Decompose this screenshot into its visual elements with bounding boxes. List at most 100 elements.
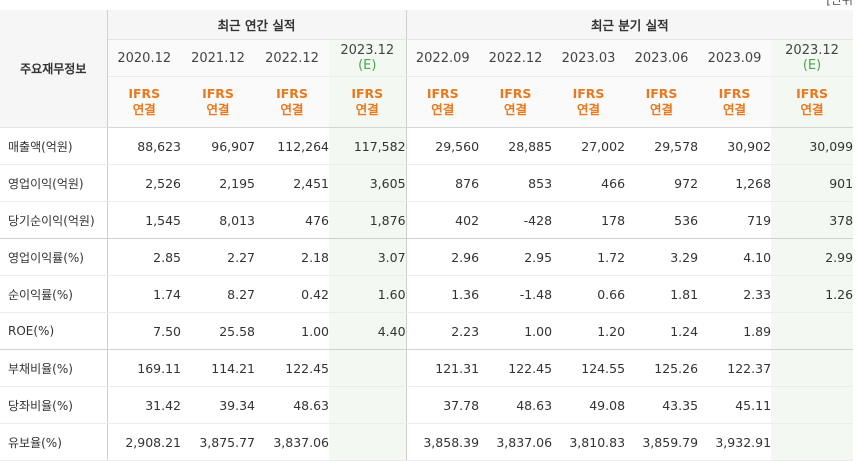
- table-cell: 719: [698, 201, 772, 239]
- table-cell: 30,099: [771, 127, 854, 165]
- table-cell: 1.20: [552, 312, 626, 350]
- table-cell: 476: [255, 201, 329, 239]
- accounting-standard: IFRS 연결: [625, 76, 699, 128]
- row-label: 순이익률(%): [0, 275, 108, 313]
- table-cell: 4.10: [698, 238, 772, 276]
- accounting-standard: IFRS 연결: [329, 76, 407, 128]
- standard-ifrs: IFRS: [276, 86, 308, 101]
- corner-label: 주요재무정보: [0, 10, 108, 128]
- table-cell: 2.27: [181, 238, 255, 276]
- row-label: 당좌비율(%): [0, 386, 108, 424]
- period-date-text: 2020.12: [117, 50, 172, 66]
- row-label: 매출액(억원): [0, 127, 108, 165]
- period-date-text: 2023.12: [340, 43, 395, 58]
- table-cell: [329, 423, 407, 461]
- table-cell: 43.35: [625, 386, 699, 424]
- table-cell: 1,876: [329, 201, 407, 239]
- row-label: 영업이익률(%): [0, 238, 108, 276]
- standard-consolidated: 연결: [504, 102, 528, 117]
- period-date-text: 2022.12: [488, 50, 543, 66]
- period-date: 2022.12: [479, 39, 553, 77]
- period-date-text: 2023.09: [707, 50, 762, 66]
- table-cell: 402: [406, 201, 480, 239]
- table-cell: 1.00: [479, 312, 553, 350]
- standard-consolidated: 연결: [800, 102, 824, 117]
- row-label: 당기순이익(억원): [0, 201, 108, 239]
- period-date: 2022.12: [255, 39, 329, 77]
- standard-ifrs: IFRS: [572, 86, 605, 101]
- table-cell: [771, 312, 854, 350]
- table-cell: 2.18: [255, 238, 329, 276]
- table-cell: 30,902: [698, 127, 772, 165]
- period-date: 2023.12 (E): [771, 39, 854, 77]
- table-cell: 4.40: [329, 312, 407, 350]
- table-cell: 125.26: [625, 349, 699, 387]
- table-cell: 39.34: [181, 386, 255, 424]
- financial-summary-table: 주요재무정보 최근 연간 실적 최근 분기 실적 2020.12 2021.12 2…: [0, 10, 854, 461]
- table-cell: 2,908.21: [107, 423, 181, 461]
- period-date: 2021.12: [181, 39, 255, 77]
- row-label: ROE(%): [0, 312, 108, 350]
- period-date: 2023.09: [698, 39, 772, 77]
- period-date-text: 2023.06: [634, 50, 689, 66]
- table-cell: 121.31: [406, 349, 480, 387]
- table-cell: 37.78: [406, 386, 480, 424]
- table-cell: 114.21: [181, 349, 255, 387]
- accounting-standard: IFRS 연결: [479, 76, 553, 128]
- standard-consolidated: 연결: [355, 102, 379, 117]
- table-cell: -428: [479, 201, 553, 239]
- table-cell: 48.63: [255, 386, 329, 424]
- table-cell: [771, 423, 854, 461]
- period-date: 2020.12: [107, 39, 181, 77]
- standard-ifrs: IFRS: [351, 86, 384, 101]
- table-cell: 122.37: [698, 349, 772, 387]
- standard-ifrs: IFRS: [645, 86, 678, 101]
- table-row: 당좌비율(%) 31.42 39.34 48.63 37.78 48.63 49.08 43.…: [0, 386, 854, 424]
- standard-ifrs: IFRS: [426, 86, 459, 101]
- table-cell: 2.96: [406, 238, 480, 276]
- table-cell: 1.72: [552, 238, 626, 276]
- accounting-standard: IFRS 연결: [255, 76, 329, 128]
- table-row: 당기순이익(억원) 1,545 8,013 476 1,876 402 -428 178 536…: [0, 201, 854, 239]
- standard-consolidated: 연결: [723, 102, 747, 117]
- table-cell: 124.55: [552, 349, 626, 387]
- table-cell: [771, 386, 854, 424]
- group-annual: 최근 연간 실적: [107, 10, 407, 40]
- standard-ifrs: IFRS: [796, 86, 828, 101]
- table-cell: 49.08: [552, 386, 626, 424]
- period-date: 2023.12 (E): [329, 39, 407, 77]
- table-cell: 169.11: [107, 349, 181, 387]
- period-date: 2023.03: [552, 39, 626, 77]
- standard-ifrs: IFRS: [499, 86, 532, 101]
- unit-note: [단위: [826, 0, 853, 7]
- table-cell: 2.95: [479, 238, 553, 276]
- table-cell: 29,560: [406, 127, 480, 165]
- table-row: 영업이익(억원) 2,526 2,195 2,451 3,605 876 853 466 972…: [0, 164, 854, 202]
- standard-consolidated: 연결: [280, 102, 304, 117]
- table-cell: 1.26: [771, 275, 854, 313]
- standard-consolidated: 연결: [206, 102, 230, 117]
- table-cell: 1.81: [625, 275, 699, 313]
- period-date: 2022.09: [406, 39, 480, 77]
- accounting-standard: IFRS 연결: [771, 76, 854, 128]
- table-cell: [771, 349, 854, 387]
- table-cell: 3,932.91: [698, 423, 772, 461]
- table-cell: 2,526: [107, 164, 181, 202]
- table-cell: 2.85: [107, 238, 181, 276]
- table-cell: 45.11: [698, 386, 772, 424]
- table-cell: [329, 349, 407, 387]
- standard-consolidated: 연결: [132, 102, 156, 117]
- table-cell: 3,810.83: [552, 423, 626, 461]
- standard-consolidated: 연결: [431, 102, 455, 117]
- table-row: ROE(%) 7.50 25.58 1.00 4.40 2.23 1.00 1.20 1.24 1…: [0, 312, 854, 350]
- table-cell: 876: [406, 164, 480, 202]
- table-cell: 28,885: [479, 127, 553, 165]
- table-cell: 3,858.39: [406, 423, 480, 461]
- table-cell: 901: [771, 164, 854, 202]
- table-cell: 1.36: [406, 275, 480, 313]
- table-row: 유보율(%) 2,908.21 3,875.77 3,837.06 3,858.39 3,…: [0, 423, 854, 461]
- accounting-standard: IFRS 연결: [698, 76, 772, 128]
- table-cell: 7.50: [107, 312, 181, 350]
- table-cell: 1,268: [698, 164, 772, 202]
- table-cell: 2,195: [181, 164, 255, 202]
